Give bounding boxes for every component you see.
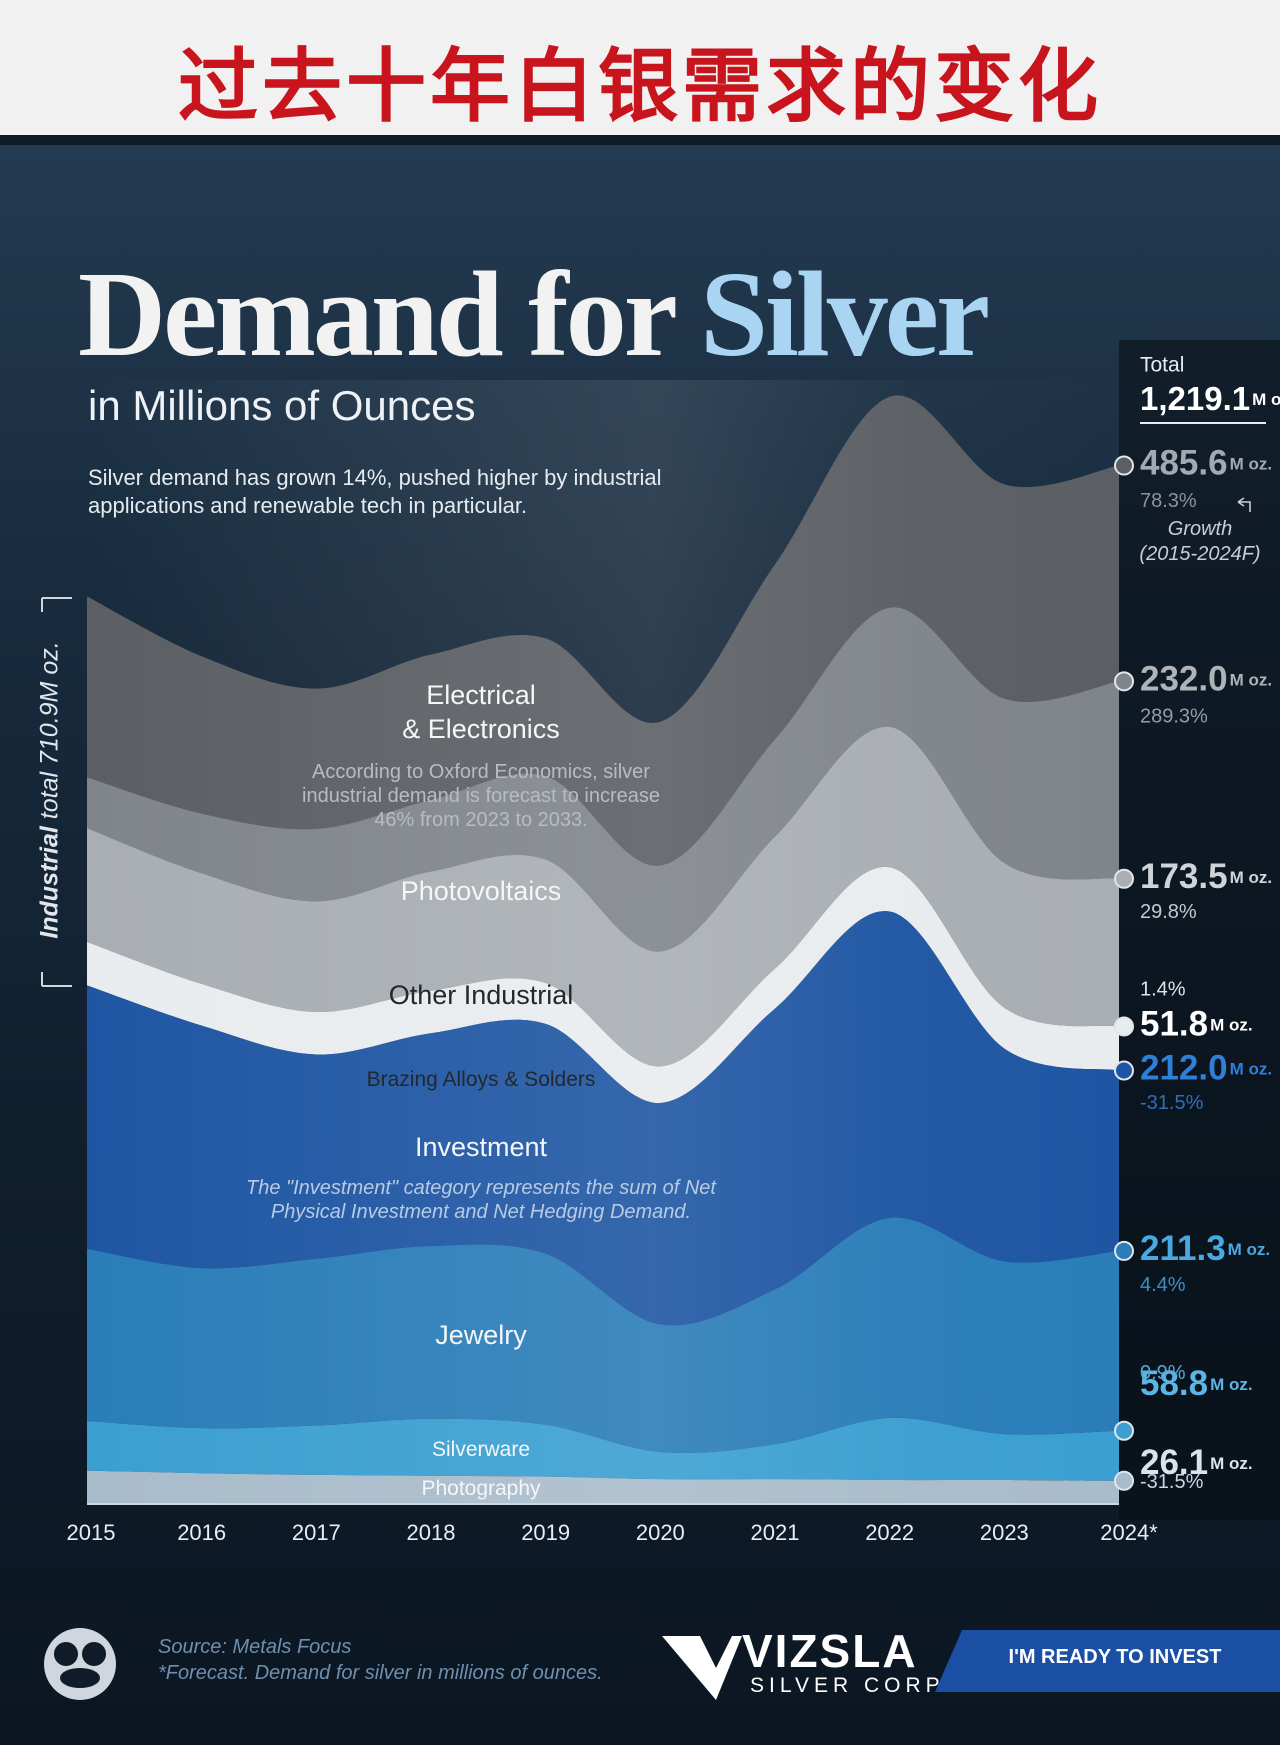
total-label: Total [1140, 354, 1184, 377]
end-unit: M oz. [1230, 868, 1273, 887]
growth-label: 1.4% [1140, 979, 1186, 1001]
end-value: 232.0 [1140, 660, 1228, 699]
end-value: 211.3 [1140, 1229, 1226, 1268]
growth-label: 4.4% [1140, 1274, 1186, 1296]
end-dot [1114, 1060, 1134, 1081]
industrial-label: Industrial [35, 826, 64, 939]
total: 1,219.1M oz. [1140, 380, 1280, 417]
x-tick-label: 2023 [980, 1520, 1029, 1545]
end-dot [1114, 671, 1134, 692]
end-label: 485.6 M oz. [1140, 444, 1272, 483]
growth-label: 289.3% [1140, 706, 1208, 728]
end-label: 232.0 M oz. [1140, 660, 1272, 699]
end-unit: M oz. [1210, 1016, 1253, 1035]
source-text: Source: Metals Focus [158, 1636, 352, 1658]
footnote: *Forecast. Demand for silver in millions… [158, 1662, 603, 1684]
end-unit: M oz. [1230, 455, 1273, 474]
cta-button[interactable] [935, 1630, 1280, 1692]
end-dot [1114, 1240, 1134, 1261]
end-unit: M oz. [1230, 1060, 1273, 1079]
band-label: Photography [421, 1477, 541, 1500]
subtitle: in Millions of Ounces [88, 382, 476, 429]
annotation: According to Oxford Economics, silver in… [302, 761, 660, 831]
annotation: The "Investment" category represents the… [246, 1177, 716, 1223]
x-tick-label: 2015 [67, 1520, 116, 1545]
growth-label: 0.9% [1140, 1362, 1186, 1384]
growth-note: Growth [1167, 518, 1233, 540]
header-title: 过去十年白银需求的变化 [178, 40, 1102, 133]
band-label: Photovoltaics [400, 876, 562, 906]
end-dot [1114, 1470, 1134, 1491]
end-label: 51.8 M oz. [1140, 1005, 1253, 1044]
growth-label: -31.5% [1140, 1471, 1204, 1493]
brand-name: VIZSLA [742, 1625, 918, 1677]
brand-mark [662, 1636, 742, 1700]
end-value: 173.5 [1140, 857, 1228, 896]
footer-logo [44, 1628, 116, 1700]
industrial-total: Industrial total 710.9M oz. [36, 641, 65, 938]
end-unit: M oz. [1210, 1375, 1253, 1394]
x-tick-label: 2021 [751, 1520, 800, 1545]
end-dot [1114, 1016, 1134, 1037]
source: Source: Metals Focus *Forecast. Demand fo… [158, 1634, 603, 1686]
end-label: 173.5 M oz. [1140, 857, 1272, 896]
x-tick-label: 2020 [636, 1520, 685, 1545]
growth-label: -31.5% [1140, 1092, 1204, 1114]
end-dot [1114, 455, 1134, 476]
x-tick-label: 2024* [1100, 1520, 1158, 1545]
total-value: 1,219.1 [1140, 380, 1250, 417]
band-label: Investment [414, 1132, 548, 1162]
end-label: 26.1 M oz. [1140, 1443, 1253, 1482]
band-label: Electrical & Electronics [402, 680, 560, 744]
total-unit: M oz. [1252, 390, 1280, 409]
chart-title: Demand for Silver [78, 245, 990, 385]
title-main: Demand for [78, 247, 676, 382]
end-value: 58.8 [1140, 1364, 1208, 1403]
right-column [1119, 340, 1280, 1520]
end-value: 212.0 [1140, 1049, 1228, 1088]
end-value: 485.6 [1140, 444, 1228, 483]
x-tick-label: 2017 [292, 1520, 341, 1545]
cta-label[interactable]: I'M READY TO INVEST [1008, 1646, 1222, 1668]
title-highlight: Silver [700, 247, 990, 382]
description: Silver demand has grown 14%, pushed high… [88, 465, 662, 518]
industrial-value: total 710.9M oz. [35, 641, 64, 820]
growth-label: 78.3% [1140, 490, 1197, 512]
band-label: Brazing Alloys & Solders [366, 1068, 596, 1091]
x-tick-label: 2018 [407, 1520, 456, 1545]
growth-label: 29.8% [1140, 901, 1197, 923]
brand-tagline: SILVER CORP [750, 1674, 945, 1697]
end-unit: M oz. [1210, 1454, 1253, 1473]
end-label: 211.3 M oz. [1140, 1229, 1270, 1268]
end-dot [1114, 1420, 1134, 1441]
header: 过去十年白银需求的变化 [0, 0, 1280, 135]
x-tick-label: 2016 [177, 1520, 226, 1545]
end-dot [1114, 868, 1134, 889]
growth-arrow [1237, 497, 1251, 512]
band-label: Jewelry [435, 1320, 527, 1350]
band-label: Other Industrial [388, 980, 574, 1010]
end-unit: M oz. [1228, 1240, 1271, 1259]
band-label: Silverware [431, 1438, 531, 1461]
x-tick-label: 2022 [865, 1520, 914, 1545]
end-value: 51.8 [1140, 1005, 1208, 1044]
growth-period: (2015-2024F) [1139, 543, 1261, 565]
end-label: 212.0 M oz. [1140, 1049, 1272, 1088]
end-value: 26.1 [1140, 1443, 1208, 1482]
end-unit: M oz. [1230, 671, 1273, 690]
x-tick-label: 2019 [521, 1520, 570, 1545]
end-label: 58.8 M oz. [1140, 1364, 1253, 1403]
